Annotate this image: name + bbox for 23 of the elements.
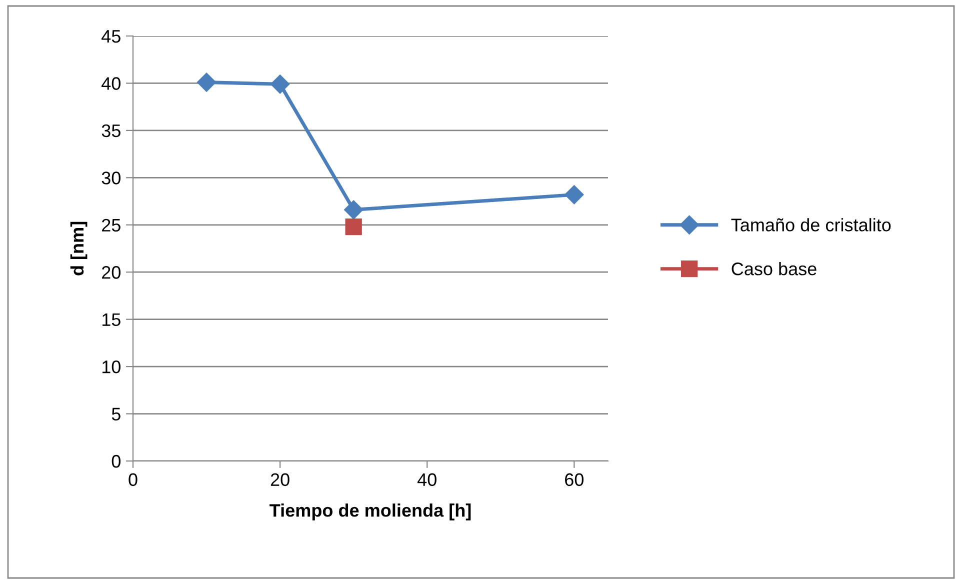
x-tick-label: 0 [128, 473, 138, 486]
y-axis-title: d [nm] [70, 222, 88, 276]
point [345, 218, 362, 236]
y-tick-label: 30 [102, 172, 120, 184]
legend-label: Tamaño de cristalito [731, 218, 891, 232]
y-tick-label: 35 [102, 124, 120, 138]
x-axis-title: Tiempo de molienda [h] [270, 504, 471, 520]
y-tick-label: 40 [102, 77, 120, 90]
x-tick-label: 40 [417, 473, 436, 486]
legend-label: Caso base [732, 262, 816, 276]
y-tick-label: 45 [102, 30, 120, 43]
point [270, 74, 290, 94]
y-tick-label: 0 [112, 454, 120, 468]
y-tick-label: 5 [112, 408, 120, 420]
y-tick-label: 15 [102, 313, 120, 326]
x-tick-label: 20 [270, 473, 290, 486]
point [564, 185, 584, 204]
y-tick-label: 25 [102, 218, 120, 232]
y-tick-label: 10 [102, 360, 120, 374]
y-tick-label: 20 [102, 266, 120, 279]
point [344, 200, 364, 220]
x-tick-label: 60 [565, 473, 584, 486]
point [196, 72, 216, 92]
